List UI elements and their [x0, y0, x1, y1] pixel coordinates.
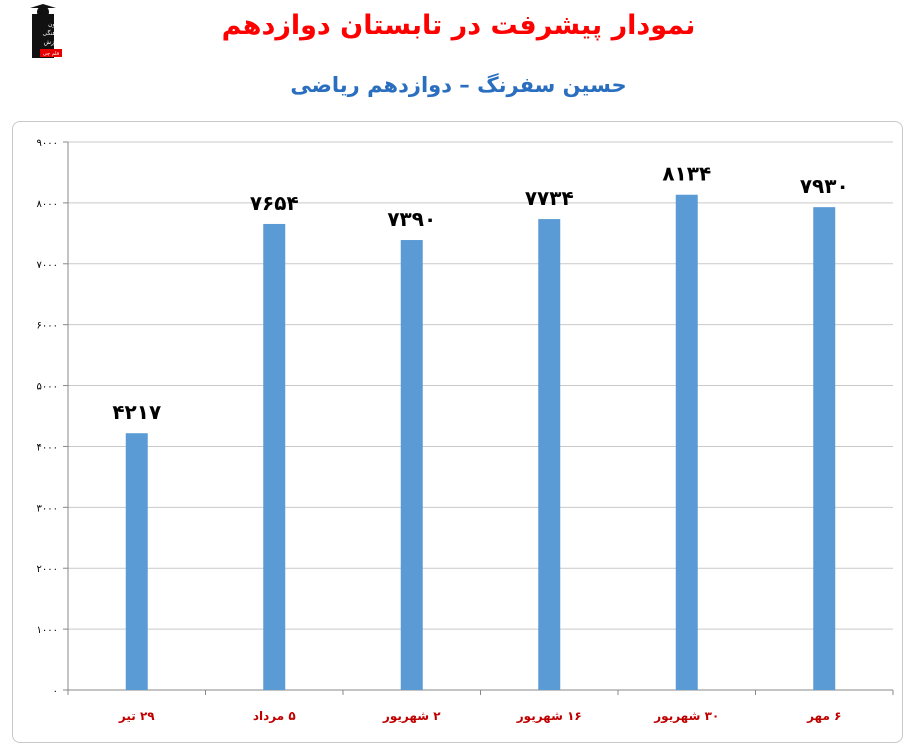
logo-badge-text: قلم چی — [43, 51, 60, 57]
x-tick-label: ۲ شهریور — [382, 709, 441, 724]
page-title: نمودار پیشرفت در تابستان دوازدهم — [221, 10, 696, 41]
x-tick-label: ۶ مهر — [806, 709, 841, 723]
logo-head — [37, 6, 49, 18]
logo-badge — [40, 49, 62, 57]
bar — [675, 194, 698, 690]
y-tick-label: ۳۰۰۰ — [37, 503, 58, 514]
bar — [538, 219, 561, 690]
y-tick-label: ۹۰۰۰ — [37, 138, 58, 149]
logo-text-2: فرهنگی — [43, 29, 63, 37]
y-tick-label: ۰ — [53, 686, 58, 697]
x-tick-label: ۵ مرداد — [253, 709, 296, 723]
logo: کانون فرهنگی آموزش قلم چی — [30, 4, 63, 58]
data-label: ۸۱۳۴ — [662, 162, 711, 186]
data-label: ۷۷۳۴ — [525, 186, 574, 210]
chart-frame — [12, 121, 903, 743]
x-tick-label: ۱۶ شهریور — [516, 709, 582, 724]
y-tick-label: ۲۰۰۰ — [37, 564, 58, 575]
bar — [125, 433, 148, 690]
data-label: ۷۹۳۰ — [800, 174, 849, 198]
bar — [400, 240, 423, 690]
data-label: ۷۳۹۰ — [387, 207, 436, 231]
page-subtitle: حسین سفرنگ – دوازدهم ریاضی — [290, 73, 627, 97]
y-tick-label: ۴۰۰۰ — [37, 442, 58, 453]
x-tick-label: ۳۰ شهریور — [653, 709, 719, 724]
logo-text-1: کانون — [48, 21, 62, 28]
data-label: ۴۲۱۷ — [112, 400, 161, 424]
y-tick-label: ۶۰۰۰ — [37, 321, 58, 332]
bar — [263, 223, 286, 690]
data-label: ۷۶۵۴ — [250, 191, 299, 215]
logo-text-3: آموزش — [44, 37, 63, 46]
y-tick-label: ۸۰۰۰ — [37, 199, 58, 210]
x-tick-label: ۲۹ تیر — [118, 709, 155, 723]
y-tick-label: ۱۰۰۰ — [37, 625, 58, 636]
logo-cap — [30, 4, 56, 8]
y-tick-label: ۷۰۰۰ — [37, 260, 58, 271]
y-tick-label: ۵۰۰۰ — [37, 382, 58, 393]
bar — [813, 207, 836, 690]
logo-figure — [32, 14, 54, 58]
